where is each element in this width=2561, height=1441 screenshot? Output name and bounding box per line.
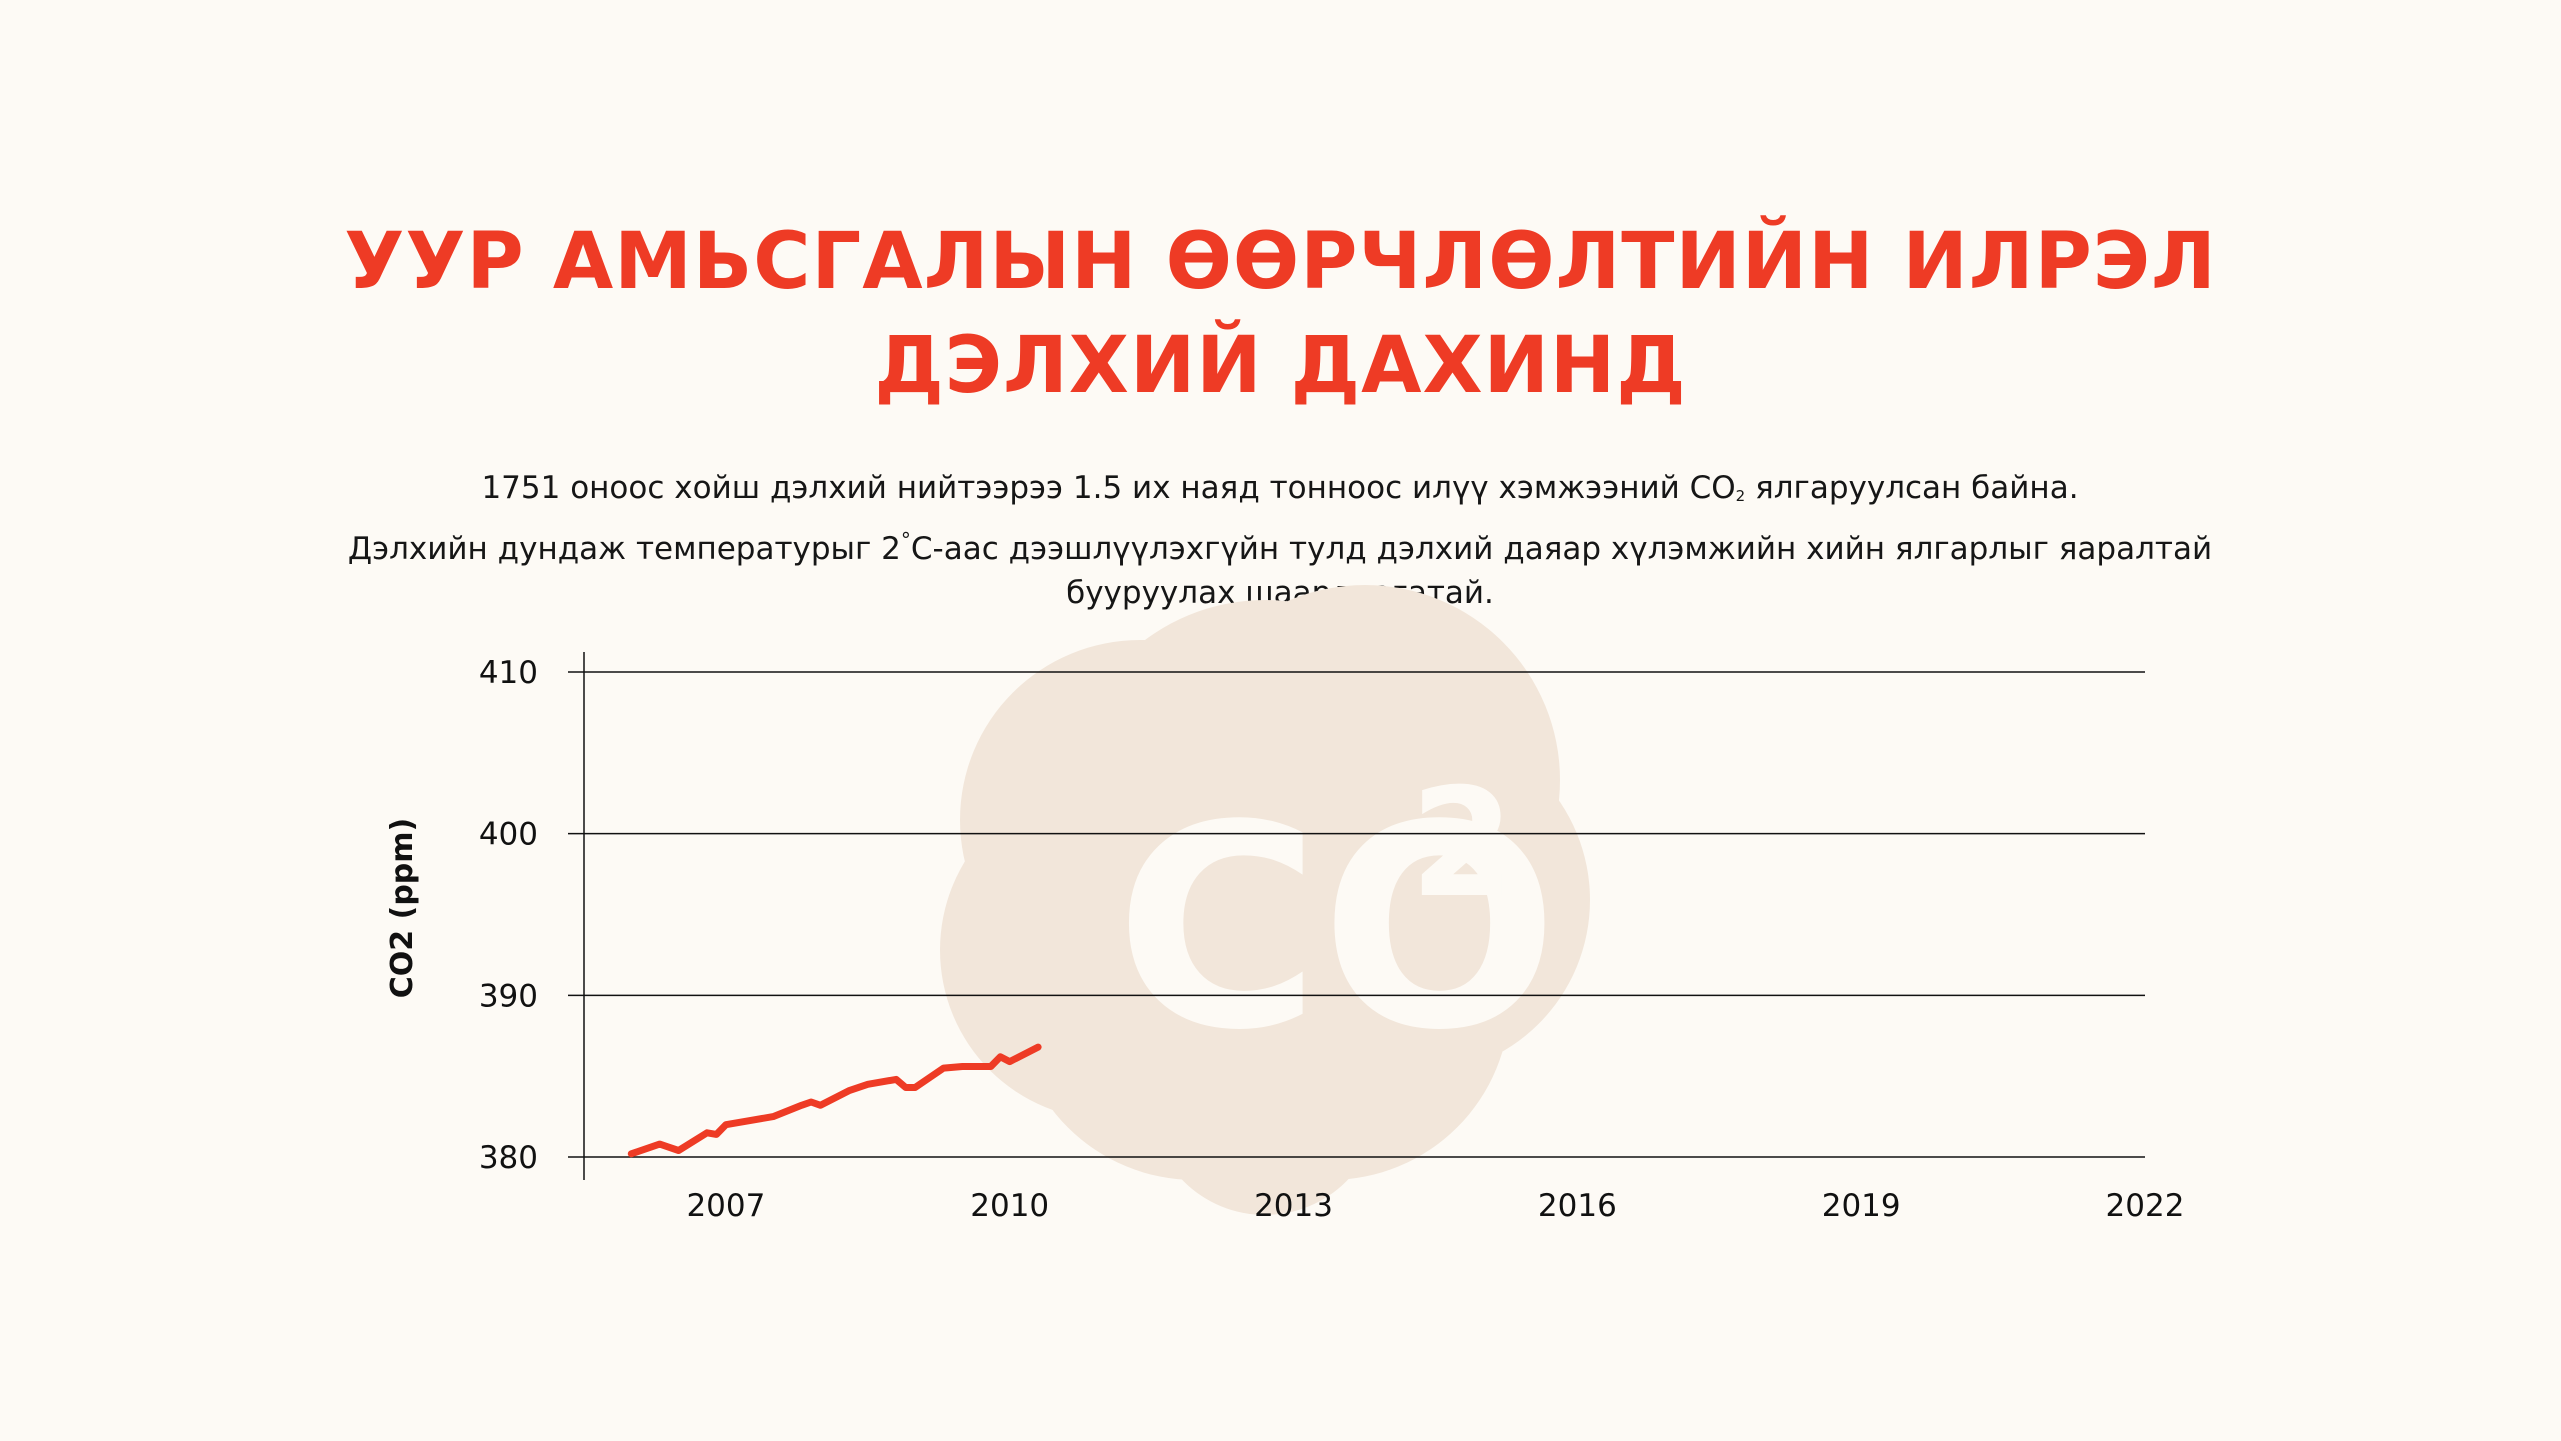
series-group bbox=[627, 1043, 1042, 1158]
cloud-icon bbox=[940, 585, 1590, 1215]
x-tick-label-2016: 2016 bbox=[1538, 1188, 1617, 1224]
watermark-co-text: CO bbox=[1115, 766, 1559, 1092]
co2-cloud-watermark: CO 2 bbox=[940, 585, 1590, 1215]
x-tick-label-2010: 2010 bbox=[970, 1188, 1049, 1224]
description-line-2-part-b: C-аас дээшлүүлэхгүйн тулд дэлхий даяар х… bbox=[910, 531, 2213, 567]
y-tick-label-380: 380 bbox=[479, 1140, 538, 1176]
description-line-2: Дэлхийн дундаж температурыг 2°C-аас дээш… bbox=[280, 518, 2280, 571]
x-tick-label-2019: 2019 bbox=[1822, 1188, 1901, 1224]
y-tick-labels: 380 390 400 410 bbox=[479, 655, 538, 1176]
x-tick-labels: 2007 2010 2013 2016 2019 2022 bbox=[686, 1188, 2184, 1224]
page-title: УУР АМЬСГАЛЫН ӨӨРЧЛӨЛТИЙН ИЛРЭЛ ДЭЛХИЙ Д… bbox=[0, 210, 2561, 418]
y-tick-label-400: 400 bbox=[479, 817, 538, 853]
title-line-2: ДЭЛХИЙ ДАХИНД bbox=[874, 321, 1687, 411]
y-tick-label-390: 390 bbox=[479, 978, 538, 1014]
y-tick-label-410: 410 bbox=[479, 655, 538, 691]
description-line-2-part-a: Дэлхийн дундаж температурыг 2 bbox=[347, 531, 901, 567]
description-line-1-part-a: 1751 оноос хойш дэлхий нийтээрээ 1.5 их … bbox=[481, 470, 1736, 506]
y-axis-label: CO2 (ppm) bbox=[385, 818, 420, 998]
title-line-1: УУР АМЬСГАЛЫН ӨӨРЧЛӨЛТИЙН ИЛРЭЛ bbox=[344, 217, 2217, 307]
x-tick-label-2013: 2013 bbox=[1254, 1188, 1333, 1224]
grid-lines bbox=[568, 671, 2145, 1158]
co2-subscript: 2 bbox=[1735, 487, 1746, 505]
description-text: 1751 оноос хойш дэлхий нийтээрээ 1.5 их … bbox=[280, 466, 2280, 615]
degree-symbol: ° bbox=[900, 528, 911, 552]
description-line-1-part-b: ялгаруулсан байна. bbox=[1745, 470, 2079, 506]
x-tick-label-2022: 2022 bbox=[2106, 1188, 2185, 1224]
cloud-lobe-8 bbox=[1045, 680, 1485, 1120]
x-tick-label-2007: 2007 bbox=[686, 1188, 765, 1224]
description-line-1: 1751 оноос хойш дэлхий нийтээрээ 1.5 их … bbox=[280, 466, 2280, 518]
watermark-superscript-text: 2 bbox=[1410, 757, 1514, 931]
series-line-0 bbox=[627, 1043, 1042, 1158]
